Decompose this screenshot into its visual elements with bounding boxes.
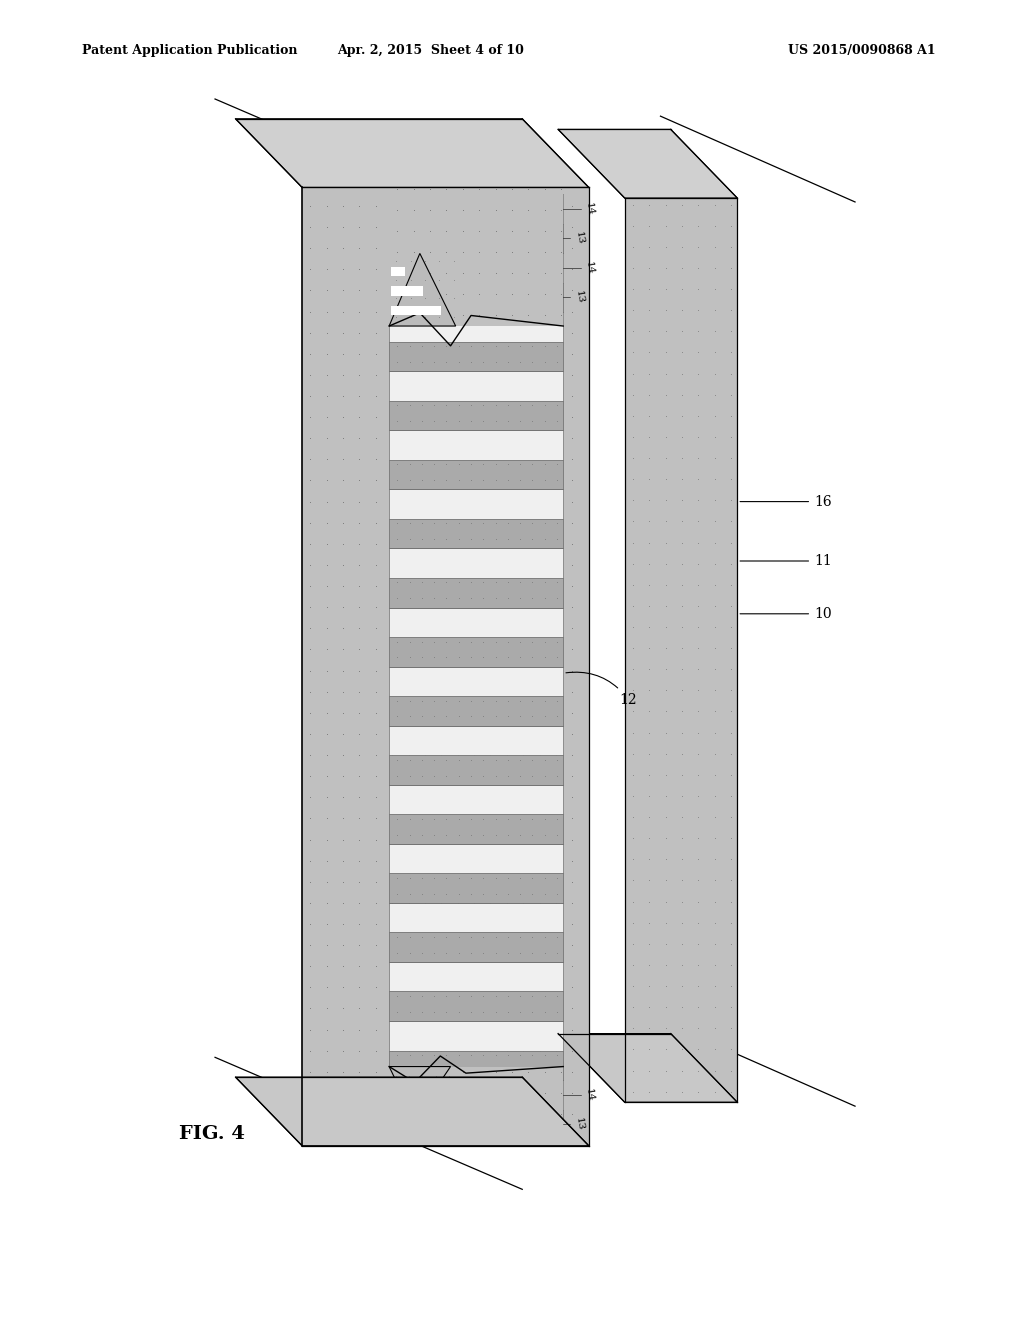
Polygon shape	[389, 312, 563, 342]
Polygon shape	[391, 306, 441, 315]
Text: 14: 14	[584, 260, 595, 275]
Text: 14: 14	[584, 202, 595, 216]
Polygon shape	[389, 755, 563, 784]
Polygon shape	[389, 696, 563, 726]
Polygon shape	[389, 194, 563, 223]
Text: FIG. 4: FIG. 4	[179, 1125, 245, 1143]
Polygon shape	[389, 962, 563, 991]
Polygon shape	[389, 578, 563, 607]
Text: 13: 13	[573, 290, 585, 305]
Polygon shape	[302, 187, 589, 1146]
Polygon shape	[389, 253, 563, 282]
Text: 10: 10	[740, 607, 831, 620]
Polygon shape	[389, 1051, 563, 1080]
Polygon shape	[389, 519, 563, 549]
Text: 11: 11	[740, 554, 831, 568]
Polygon shape	[389, 459, 563, 490]
Polygon shape	[389, 1080, 563, 1110]
Polygon shape	[389, 814, 563, 843]
Polygon shape	[389, 874, 563, 903]
Polygon shape	[389, 903, 563, 932]
Polygon shape	[389, 607, 563, 638]
Polygon shape	[236, 1077, 589, 1146]
Polygon shape	[389, 1067, 451, 1119]
Polygon shape	[389, 223, 563, 253]
Polygon shape	[236, 119, 589, 187]
Text: US 2015/0090868 A1: US 2015/0090868 A1	[788, 44, 936, 57]
Polygon shape	[389, 282, 563, 313]
Text: Apr. 2, 2015  Sheet 4 of 10: Apr. 2, 2015 Sheet 4 of 10	[337, 44, 523, 57]
Polygon shape	[389, 253, 456, 326]
Polygon shape	[389, 726, 563, 755]
Polygon shape	[389, 1110, 563, 1139]
Polygon shape	[389, 342, 563, 371]
Text: Patent Application Publication: Patent Application Publication	[82, 44, 297, 57]
Polygon shape	[389, 549, 563, 578]
Text: 13: 13	[573, 231, 585, 246]
Polygon shape	[389, 430, 563, 459]
Polygon shape	[558, 129, 737, 198]
Polygon shape	[391, 286, 423, 296]
Polygon shape	[389, 371, 563, 401]
Polygon shape	[558, 1034, 737, 1102]
Polygon shape	[389, 1022, 563, 1051]
Text: 14: 14	[584, 1088, 595, 1102]
Text: 16: 16	[740, 495, 831, 508]
Polygon shape	[389, 932, 563, 962]
Polygon shape	[389, 1067, 563, 1146]
Polygon shape	[391, 267, 404, 276]
Polygon shape	[389, 784, 563, 814]
Polygon shape	[389, 991, 563, 1022]
Polygon shape	[389, 490, 563, 519]
Polygon shape	[389, 843, 563, 874]
Polygon shape	[389, 667, 563, 696]
Polygon shape	[625, 198, 737, 1102]
Text: 13: 13	[573, 1117, 585, 1131]
Text: 12: 12	[566, 672, 637, 706]
Polygon shape	[389, 187, 563, 326]
Polygon shape	[389, 638, 563, 667]
Polygon shape	[389, 401, 563, 430]
